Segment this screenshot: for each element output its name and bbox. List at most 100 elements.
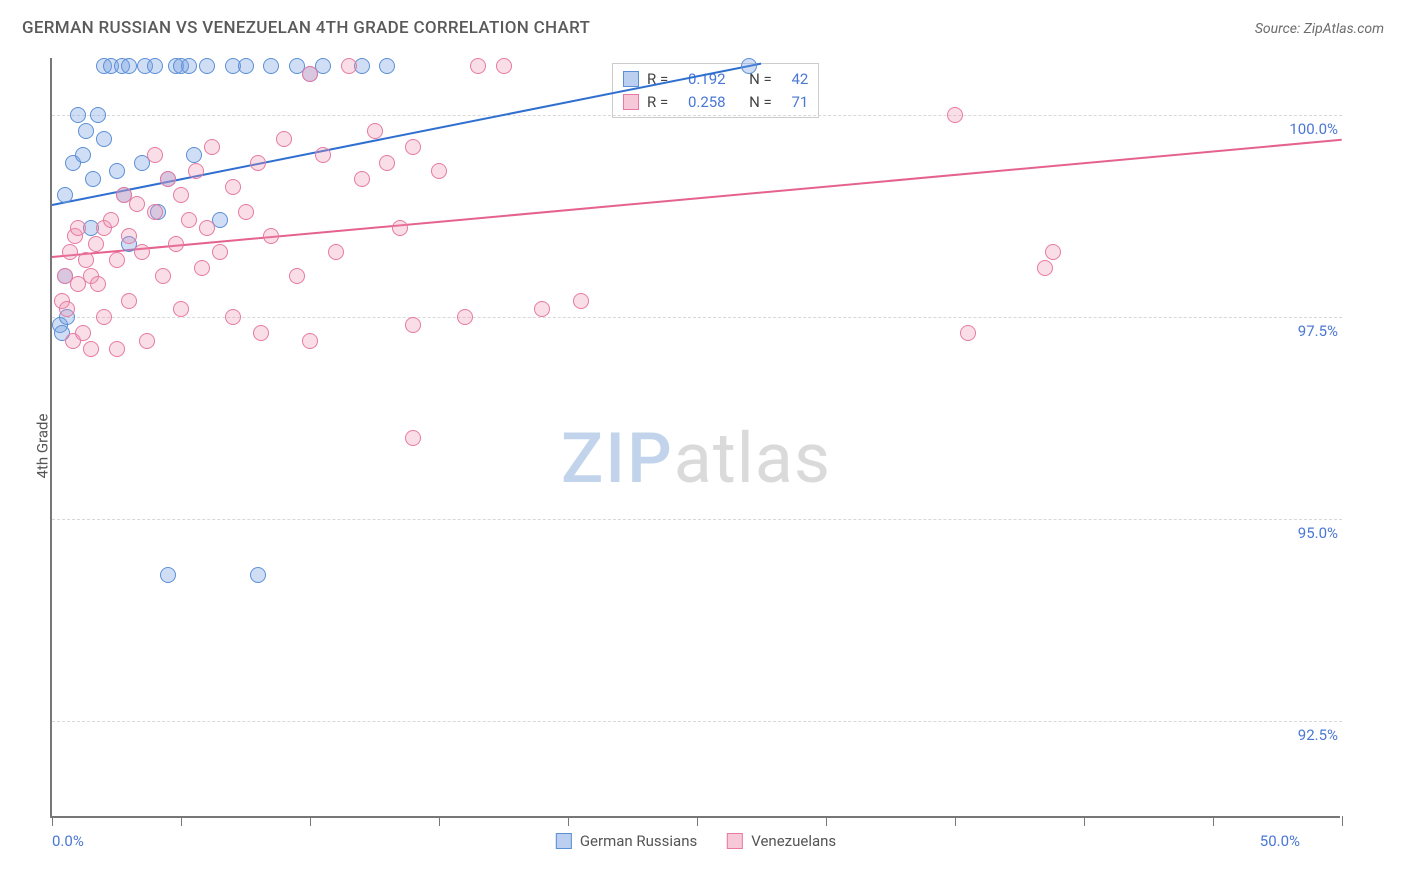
data-point: [431, 163, 447, 179]
data-point: [90, 276, 106, 292]
data-point: [328, 244, 344, 260]
header: GERMAN RUSSIAN VS VENEZUELAN 4TH GRADE C…: [0, 0, 1406, 46]
data-point: [263, 228, 279, 244]
gridline: [52, 317, 1342, 318]
x-tick: [1084, 816, 1085, 826]
data-point: [109, 252, 125, 268]
stats-row-venezuelans: R = 0.258 N = 71: [623, 91, 808, 114]
x-tick: [1342, 816, 1343, 826]
data-point: [250, 567, 266, 583]
data-point: [186, 147, 202, 163]
plot-wrap: ZIPatlas R = 0.192 N = 42R = 0.258 N = 7…: [50, 58, 1380, 818]
watermark-zip: ZIP: [561, 418, 674, 500]
data-point: [75, 325, 91, 341]
legend-label: Venezuelans: [751, 832, 836, 850]
data-point: [960, 325, 976, 341]
y-tick-label: 97.5%: [1294, 322, 1342, 340]
x-tick: [181, 816, 182, 826]
data-point: [109, 163, 125, 179]
data-point: [70, 220, 86, 236]
x-tick: [439, 816, 440, 826]
chart-title: GERMAN RUSSIAN VS VENEZUELAN 4TH GRADE C…: [22, 18, 590, 38]
data-point: [741, 58, 757, 74]
data-point: [573, 293, 589, 309]
trend-line-venezuelans: [52, 139, 1342, 258]
data-point: [302, 333, 318, 349]
data-point: [147, 204, 163, 220]
data-point: [250, 155, 266, 171]
data-point: [62, 244, 78, 260]
data-point: [129, 196, 145, 212]
data-point: [199, 58, 215, 74]
data-point: [405, 139, 421, 155]
swatch-icon: [556, 833, 572, 849]
gridline: [52, 519, 1342, 520]
data-point: [225, 179, 241, 195]
data-point: [181, 212, 197, 228]
x-tick: [52, 816, 53, 826]
legend: German Russians Venezuelans: [556, 832, 836, 850]
data-point: [96, 309, 112, 325]
swatch-icon: [727, 833, 743, 849]
data-point: [173, 301, 189, 317]
data-point: [168, 236, 184, 252]
data-point: [57, 187, 73, 203]
data-point: [212, 244, 228, 260]
data-point: [379, 58, 395, 74]
data-point: [315, 147, 331, 163]
data-point: [341, 58, 357, 74]
data-point: [1045, 244, 1061, 260]
data-point: [405, 317, 421, 333]
data-point: [109, 341, 125, 357]
data-point: [75, 147, 91, 163]
data-point: [354, 171, 370, 187]
data-point: [204, 139, 220, 155]
data-point: [85, 171, 101, 187]
y-tick-label: 100.0%: [1285, 120, 1342, 138]
data-point: [83, 341, 99, 357]
data-point: [188, 163, 204, 179]
data-point: [181, 58, 197, 74]
data-point: [70, 107, 86, 123]
data-point: [276, 131, 292, 147]
stat-r-val: 0.258: [688, 91, 726, 114]
stat-r-key: R =: [647, 91, 668, 114]
data-point: [139, 333, 155, 349]
data-point: [457, 309, 473, 325]
gridline: [52, 115, 1342, 116]
data-point: [238, 58, 254, 74]
data-point: [405, 430, 421, 446]
data-point: [470, 58, 486, 74]
data-point: [379, 155, 395, 171]
watermark: ZIPatlas: [561, 418, 831, 500]
y-tick-label: 95.0%: [1294, 524, 1342, 542]
y-tick-label: 92.5%: [1294, 726, 1342, 744]
watermark-atlas: atlas: [674, 418, 831, 500]
source-label: Source: ZipAtlas.com: [1255, 21, 1384, 37]
data-point: [155, 268, 171, 284]
x-tick: [697, 816, 698, 826]
stat-r-key: R =: [647, 68, 668, 91]
data-point: [121, 228, 137, 244]
data-point: [160, 567, 176, 583]
legend-item-german-russians: German Russians: [556, 832, 697, 850]
legend-item-venezuelans: Venezuelans: [727, 832, 836, 850]
data-point: [96, 131, 112, 147]
data-point: [90, 107, 106, 123]
legend-label: German Russians: [580, 832, 697, 850]
data-point: [121, 58, 137, 74]
data-point: [947, 107, 963, 123]
x-tick: [310, 816, 311, 826]
data-point: [253, 325, 269, 341]
data-point: [496, 58, 512, 74]
data-point: [534, 301, 550, 317]
data-point: [103, 212, 119, 228]
x-tick: [826, 816, 827, 826]
gridline: [52, 721, 1342, 722]
data-point: [173, 187, 189, 203]
data-point: [289, 268, 305, 284]
data-point: [199, 220, 215, 236]
data-point: [121, 293, 137, 309]
data-point: [263, 58, 279, 74]
swatch-icon: [623, 71, 639, 87]
